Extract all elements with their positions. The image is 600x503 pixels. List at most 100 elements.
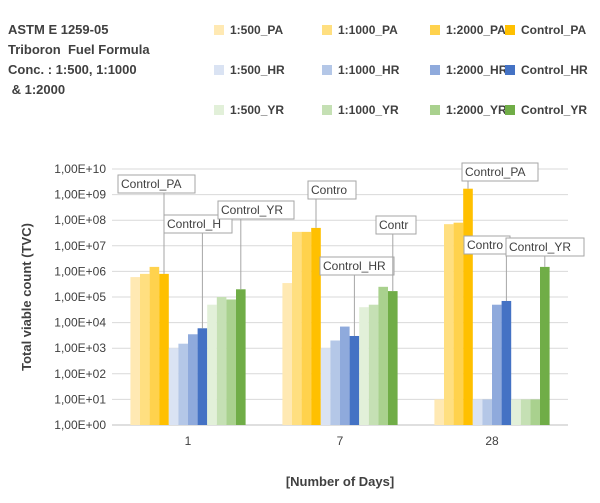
legend-label: Control_HR bbox=[521, 63, 588, 77]
legend-swatch bbox=[214, 105, 224, 115]
legend-label: Control_YR bbox=[521, 103, 587, 117]
y-axis-title: Total viable count (TVC) bbox=[19, 223, 34, 371]
callout-box bbox=[307, 180, 357, 200]
bar-1-1000-yr-day-1 bbox=[216, 297, 227, 425]
legend-label: 1:2000_HR bbox=[446, 63, 508, 77]
y-tick-label: 1,00E+07 bbox=[54, 239, 106, 253]
legend-item-1-500-yr: 1:500_YR bbox=[214, 103, 284, 117]
bar-1-1000-yr-day-7 bbox=[368, 304, 379, 425]
legend-swatch bbox=[430, 25, 440, 35]
callout-box bbox=[117, 174, 196, 194]
callout-box bbox=[163, 214, 233, 234]
callout-label: Control_PA bbox=[121, 177, 181, 191]
callout-box bbox=[461, 162, 539, 182]
callout-box bbox=[375, 215, 417, 235]
legend-label: 1:2000_YR bbox=[446, 103, 507, 117]
x-tick-label: 7 bbox=[337, 434, 344, 448]
legend-swatch bbox=[322, 105, 332, 115]
bar-1-1000-pa-day-1 bbox=[140, 273, 150, 425]
x-axis-title: [Number of Days] bbox=[286, 474, 394, 489]
title-line-1: ASTM E 1259-05 bbox=[8, 22, 109, 37]
legend-item-1-1000-pa: 1:1000_PA bbox=[322, 23, 398, 37]
y-tick-label: 1,00E+08 bbox=[54, 213, 106, 227]
bar-1-2000-hr-day-7 bbox=[340, 326, 350, 425]
callout-label: Control_YR bbox=[221, 203, 283, 217]
bar-1-500-pa-day-28 bbox=[434, 399, 444, 425]
title-line-4: & 1:2000 bbox=[8, 82, 66, 97]
bar-control-yr-day-7 bbox=[388, 291, 398, 425]
x-tick-label: 28 bbox=[485, 434, 499, 448]
legend-label: 1:500_YR bbox=[230, 103, 285, 117]
bar-control-hr-day-28 bbox=[501, 300, 512, 425]
legend-item-1-500-hr: 1:500_HR bbox=[214, 63, 285, 77]
legend-label: 1:500_PA bbox=[230, 23, 284, 37]
bar-control-hr-day-7 bbox=[349, 335, 360, 425]
bar-control-pa-day-1 bbox=[159, 273, 169, 425]
y-tick-label: 1,00E+00 bbox=[54, 418, 106, 432]
legend-swatch bbox=[322, 65, 332, 75]
callout-box bbox=[217, 200, 295, 220]
title-line-2: Triboron Fuel Formula bbox=[8, 42, 150, 57]
x-tick-label: 1 bbox=[185, 434, 192, 448]
legend-swatch bbox=[322, 25, 332, 35]
legend-swatch bbox=[430, 105, 440, 115]
legend-label: 1:500_HR bbox=[230, 63, 285, 77]
legend-swatch bbox=[214, 25, 224, 35]
legend-item-control-pa: Control_PA bbox=[505, 23, 586, 37]
legend-item-1-500-pa: 1:500_PA bbox=[214, 23, 283, 37]
bar-1-500-hr-day-7 bbox=[320, 348, 331, 425]
legend-swatch bbox=[505, 25, 515, 35]
y-tick-label: 1,00E+02 bbox=[54, 367, 106, 381]
bar-1-2000-yr-day-7 bbox=[378, 286, 388, 425]
callout-label: Contr bbox=[379, 218, 408, 232]
legend-swatch bbox=[430, 65, 440, 75]
bar-1-1000-yr-day-28 bbox=[520, 399, 531, 425]
legend-swatch bbox=[505, 65, 515, 75]
bar-control-yr-day-28 bbox=[540, 266, 550, 425]
y-tick-label: 1,00E+10 bbox=[54, 162, 106, 176]
callout-label: Control_HR bbox=[323, 259, 386, 273]
bar-1-2000-pa-day-1 bbox=[149, 266, 160, 425]
legend-item-1-2000-pa: 1:2000_PA bbox=[430, 23, 506, 37]
bar-1-2000-pa-day-28 bbox=[453, 222, 464, 425]
callout-label: Contro bbox=[467, 238, 503, 252]
callout-box bbox=[319, 256, 395, 276]
callout-label: Control_YR bbox=[509, 240, 571, 254]
y-tick-label: 1,00E+01 bbox=[54, 392, 106, 406]
bar-1-500-pa-day-7 bbox=[282, 283, 292, 425]
legend-item-1-1000-yr: 1:1000_YR bbox=[322, 103, 399, 117]
bar-1-1000-hr-day-1 bbox=[178, 343, 188, 425]
title-line-3: Conc. : 1:500, 1:1000 bbox=[8, 62, 137, 77]
bar-1-2000-hr-day-1 bbox=[188, 334, 198, 425]
callout-label: Control_H bbox=[167, 217, 221, 231]
legend-label: 1:1000_PA bbox=[338, 23, 398, 37]
legend-label: 1:2000_PA bbox=[446, 23, 506, 37]
bar-1-2000-pa-day-7 bbox=[301, 231, 312, 425]
legend-item-1-2000-yr: 1:2000_YR bbox=[430, 103, 507, 117]
bar-control-hr-day-1 bbox=[197, 328, 208, 425]
bar-1-500-yr-day-28 bbox=[511, 399, 521, 425]
bar-1-1000-hr-day-7 bbox=[330, 340, 340, 425]
legend-item-control-hr: Control_HR bbox=[505, 63, 588, 77]
bar-1-1000-hr-day-28 bbox=[482, 399, 492, 425]
legend-item-1-1000-hr: 1:1000_HR bbox=[322, 63, 399, 77]
bar-1-500-hr-day-1 bbox=[168, 348, 179, 425]
bar-1-1000-pa-day-28 bbox=[444, 224, 454, 425]
bar-control-pa-day-7 bbox=[311, 227, 321, 425]
legend-swatch bbox=[214, 65, 224, 75]
y-tick-label: 1,00E+06 bbox=[54, 264, 106, 278]
bar-control-yr-day-1 bbox=[236, 289, 246, 425]
legend-label: 1:1000_HR bbox=[338, 63, 400, 77]
bar-1-500-yr-day-1 bbox=[207, 304, 217, 425]
y-tick-label: 1,00E+03 bbox=[54, 341, 106, 355]
y-tick-label: 1,00E+05 bbox=[54, 290, 106, 304]
bar-1-2000-yr-day-1 bbox=[226, 299, 236, 425]
callout-label: Control_PA bbox=[465, 165, 525, 179]
callout-box bbox=[505, 237, 585, 257]
legend-label: Control_PA bbox=[521, 23, 587, 37]
legend-swatch bbox=[505, 105, 515, 115]
y-tick-label: 1,00E+09 bbox=[54, 188, 106, 202]
bar-1-2000-hr-day-28 bbox=[492, 304, 502, 425]
bar-1-500-yr-day-7 bbox=[359, 307, 369, 425]
bar-control-pa-day-28 bbox=[463, 188, 473, 425]
